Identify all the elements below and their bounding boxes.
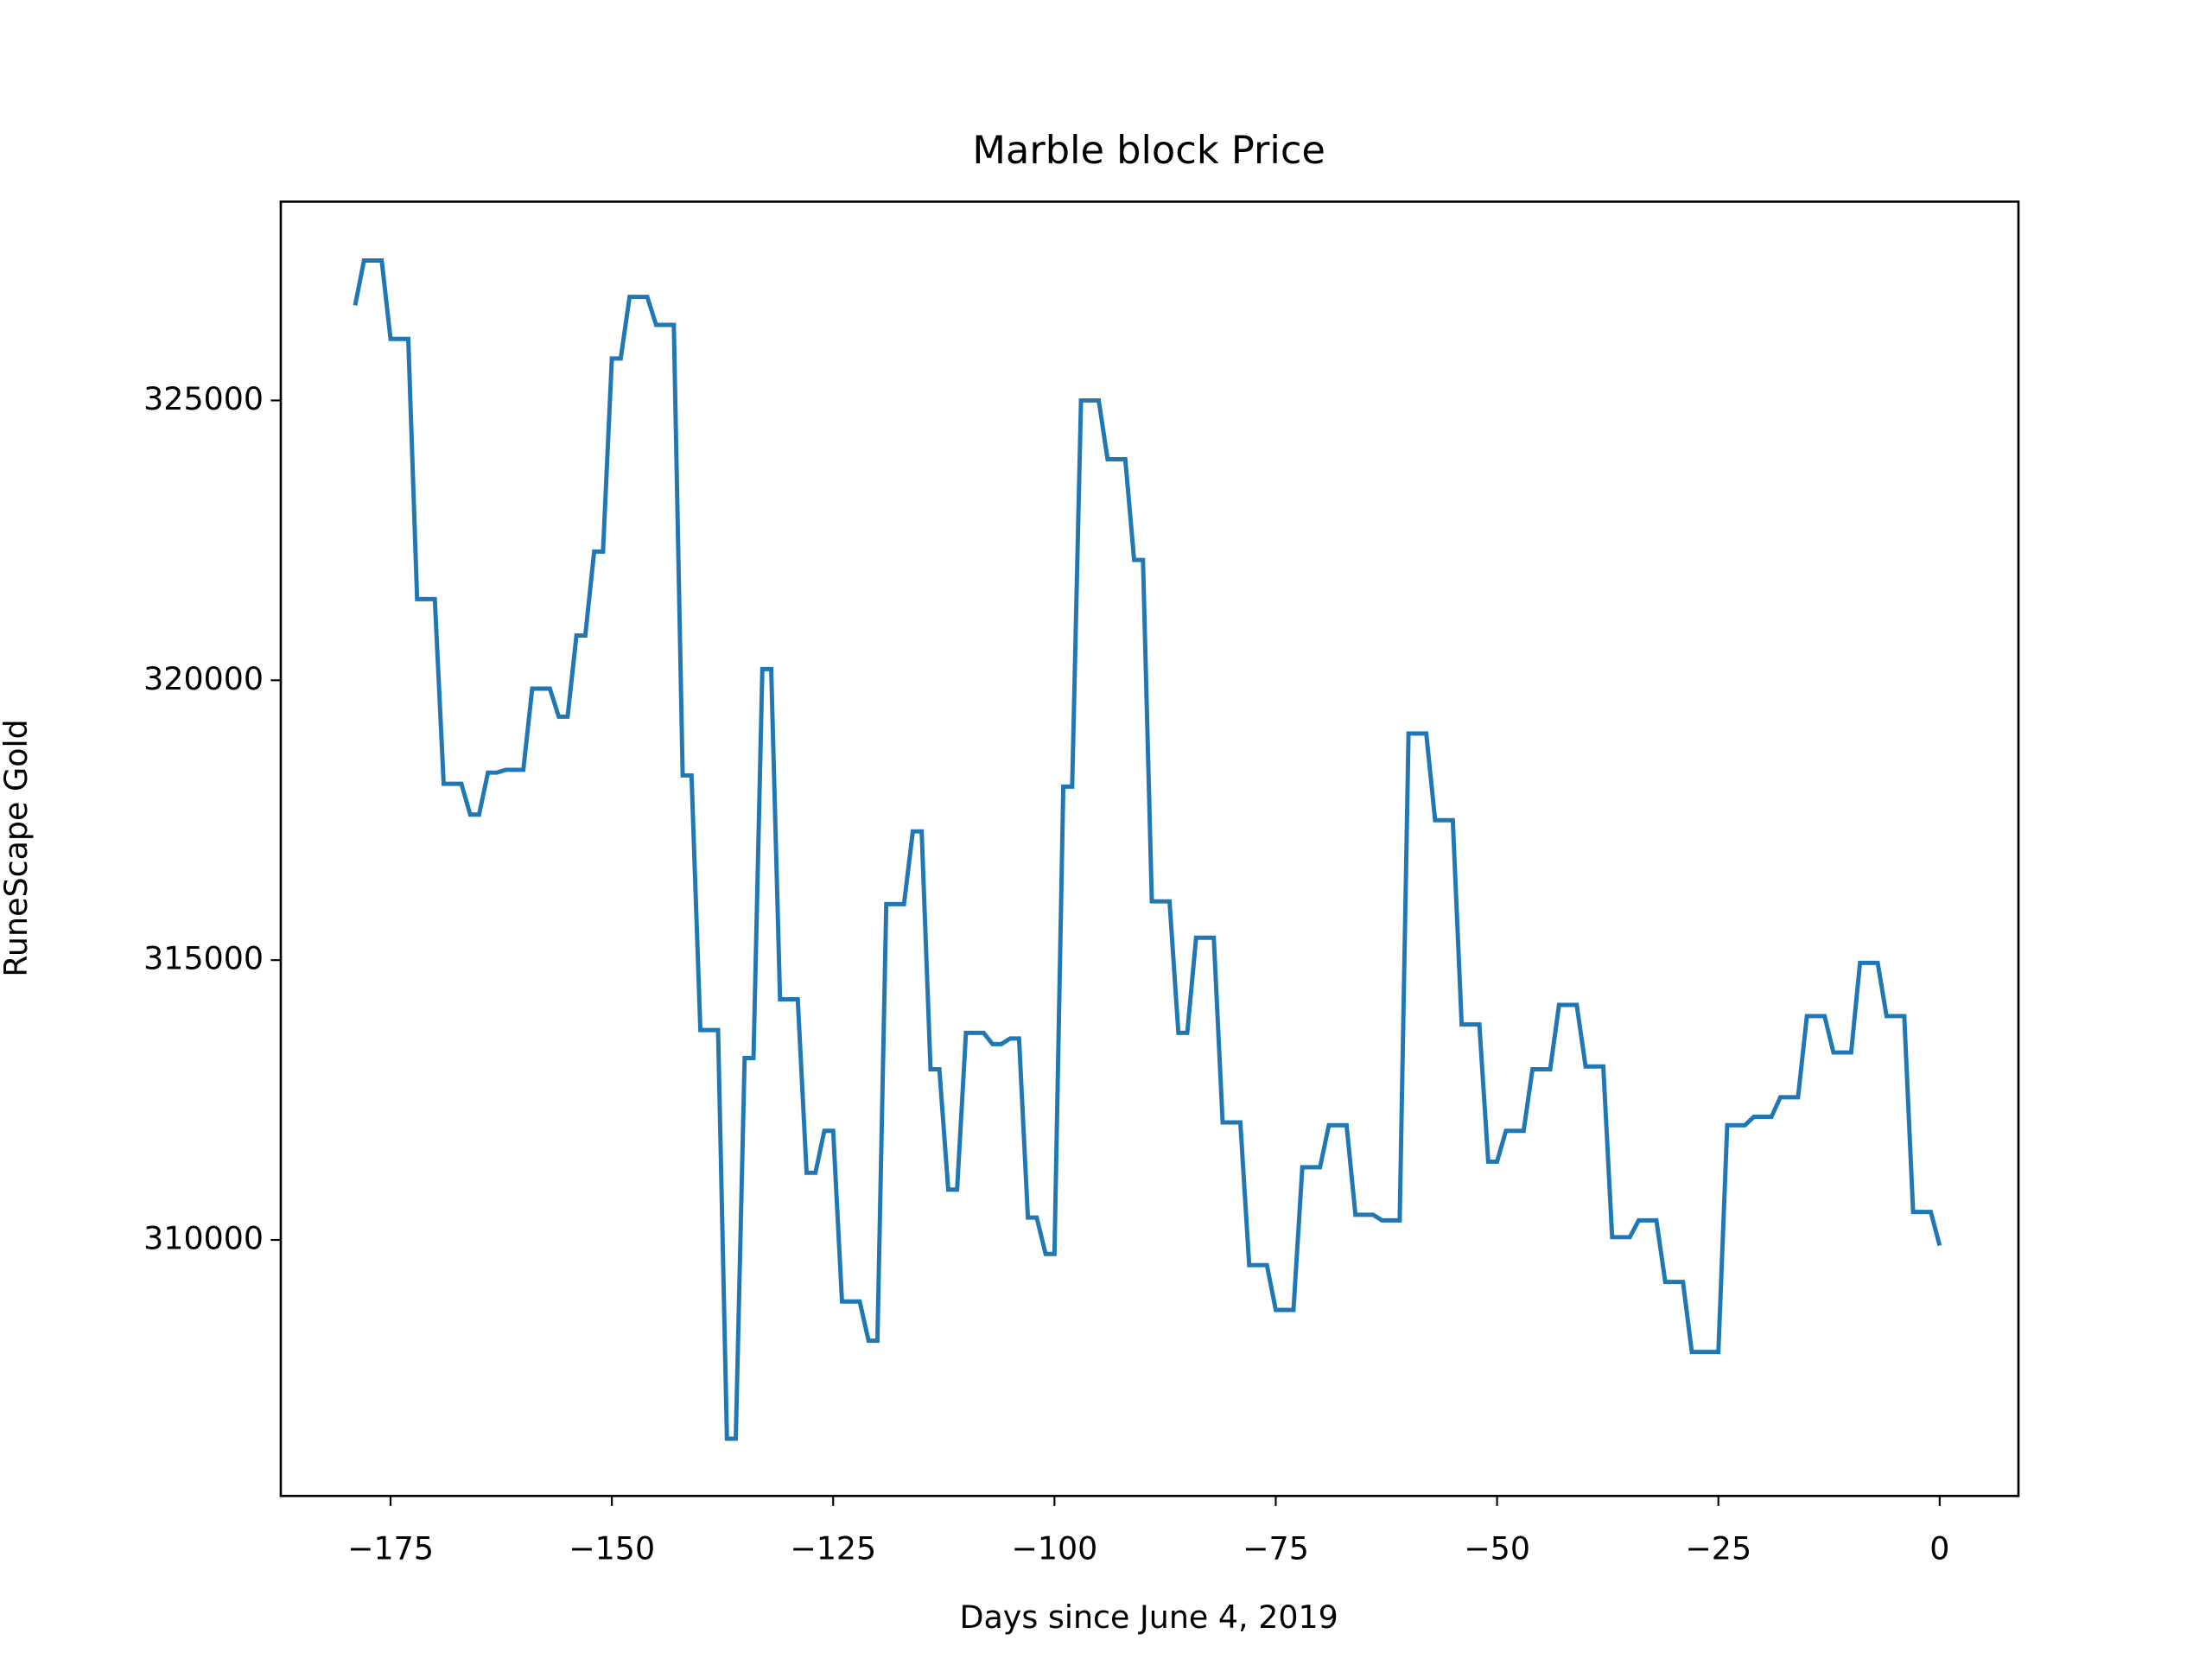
x-tick-label: −100 <box>1011 1530 1097 1567</box>
y-tick-label: 315000 <box>143 940 264 977</box>
y-tick-label: 310000 <box>143 1220 264 1257</box>
x-tick-label: 0 <box>1929 1530 1949 1567</box>
plot-frame <box>279 200 2020 1497</box>
line-series <box>353 258 1942 1441</box>
x-axis-label: Days since June 4, 2019 <box>959 1599 1338 1636</box>
x-tick-label: −125 <box>790 1530 876 1567</box>
chart-title: Marble block Price <box>972 128 1325 173</box>
x-tick-label: −75 <box>1243 1530 1309 1567</box>
y-tick-label: 320000 <box>143 660 264 697</box>
x-tick-label: −150 <box>569 1530 655 1567</box>
y-tick-label: 325000 <box>143 380 264 417</box>
x-tick-label: −175 <box>347 1530 434 1567</box>
x-tick-label: −50 <box>1464 1530 1530 1567</box>
x-tick-label: −25 <box>1685 1530 1751 1567</box>
y-axis-label: RuneScape Gold <box>0 719 35 976</box>
